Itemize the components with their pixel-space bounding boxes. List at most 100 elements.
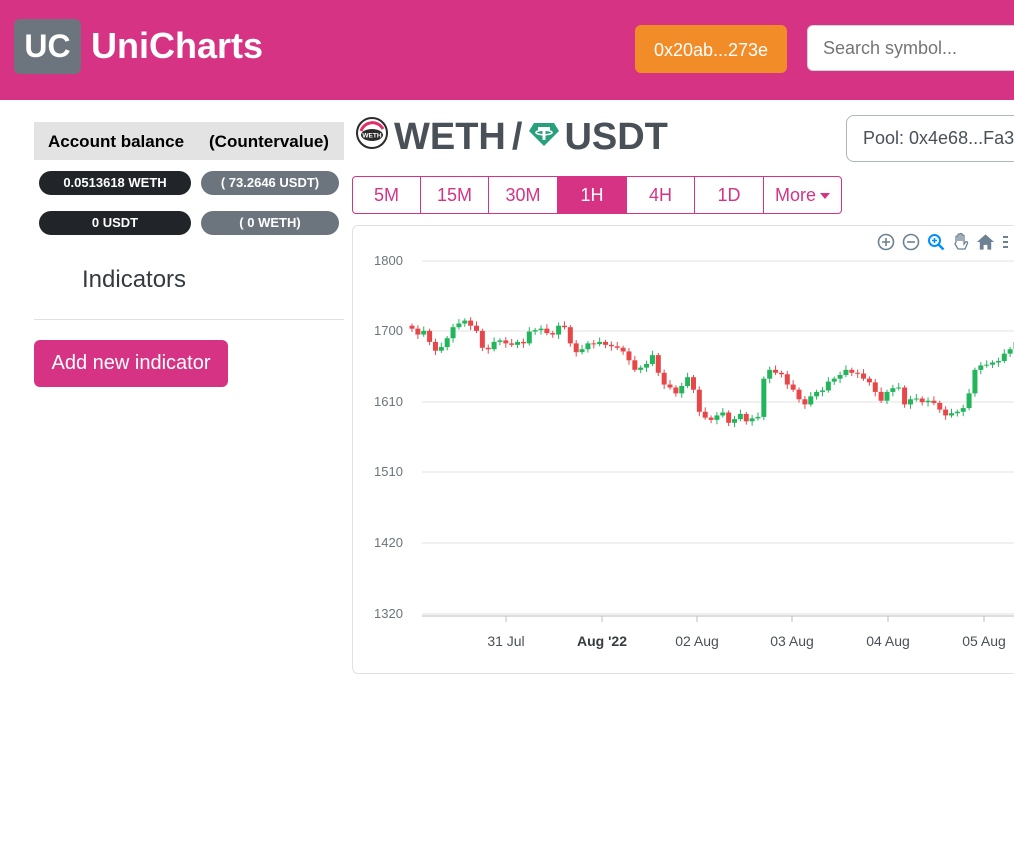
candle-body — [990, 362, 996, 365]
candle-body — [837, 374, 843, 379]
candle-body — [597, 341, 603, 345]
candle-body — [556, 325, 562, 335]
candle-body — [773, 369, 779, 373]
candle-body — [649, 355, 655, 364]
candle-body — [954, 411, 960, 414]
x-tick-label: 02 Aug — [675, 633, 719, 649]
candle-body — [884, 391, 890, 401]
timeframe-4h[interactable]: 4H — [626, 176, 695, 214]
candle-body — [538, 328, 544, 331]
candle-body — [720, 412, 726, 416]
candle-body — [567, 327, 573, 344]
x-tick-label: 04 Aug — [866, 633, 910, 649]
candle-body — [585, 343, 591, 350]
account-balance-header: Account balance — [48, 132, 185, 151]
candle-body — [849, 369, 855, 373]
candle-body — [444, 338, 450, 348]
weth-balance-badge: 0.0513618 WETH — [39, 171, 191, 195]
candle-body — [526, 331, 532, 344]
tether-coin-icon — [528, 116, 560, 159]
candle-body — [743, 413, 749, 422]
candle-body — [1007, 349, 1013, 354]
candle-body — [861, 373, 867, 379]
timeframe-5m[interactable]: 5M — [352, 176, 421, 214]
candle-body — [902, 387, 908, 405]
timeframe-1d[interactable]: 1D — [694, 176, 764, 214]
candle-body — [679, 386, 685, 394]
candle-body — [474, 325, 480, 331]
candle-body — [696, 389, 702, 412]
candle-body — [937, 402, 943, 410]
candle-body — [755, 416, 761, 419]
timeframe-30m[interactable]: 30M — [488, 176, 558, 214]
timeframe-more-dropdown[interactable]: More — [763, 176, 842, 214]
app-logo[interactable]: UC — [14, 19, 81, 74]
candle-body — [925, 400, 931, 403]
y-tick-label: 1320 — [374, 606, 403, 621]
wallet-address-button[interactable]: 0x20ab...273e — [635, 25, 787, 73]
x-tick-label: Aug '22 — [577, 633, 627, 649]
candle-body — [450, 327, 456, 339]
candle-body — [808, 396, 814, 405]
zoom-out-icon[interactable] — [901, 232, 920, 252]
candle-body — [1001, 353, 1007, 362]
candle-body — [913, 398, 919, 400]
x-tick-label: 03 Aug — [770, 633, 814, 649]
zoom-selection-icon[interactable] — [926, 232, 945, 252]
candle-body — [984, 364, 990, 366]
candle-body — [626, 351, 632, 361]
y-tick-label: 1510 — [374, 464, 403, 479]
candle-body — [614, 346, 620, 348]
candle-body — [591, 343, 597, 345]
timeframe-1h[interactable]: 1H — [557, 176, 627, 214]
candle-body — [485, 347, 491, 350]
candle-body — [931, 400, 937, 403]
pan-hand-icon[interactable] — [951, 232, 970, 252]
candle-body — [790, 384, 796, 390]
brand-name[interactable]: UniCharts — [91, 25, 264, 66]
add-indicator-button[interactable]: Add new indicator — [34, 340, 228, 387]
candle-body — [948, 413, 954, 416]
y-tick-label: 1700 — [374, 323, 403, 338]
candlestick-chart[interactable]: 1800 1700 1610 1510 1420 1320 31 Jul Aug '22 02 … — [352, 225, 1014, 674]
usdt-countervalue-badge: ( 0 WETH) — [201, 211, 339, 235]
x-tick-label: 31 Jul — [487, 633, 524, 649]
zoom-in-icon[interactable] — [876, 232, 895, 252]
candle-body — [497, 340, 503, 342]
candle-body — [802, 399, 808, 405]
candle-body — [479, 330, 485, 348]
x-tick-label: 05 Aug — [962, 633, 1006, 649]
y-tick-label: 1800 — [374, 253, 403, 268]
home-reset-icon[interactable] — [976, 232, 995, 252]
caret-down-icon — [820, 193, 830, 200]
candle-body — [673, 387, 679, 394]
candle-body — [872, 382, 878, 392]
candle-body — [978, 365, 984, 370]
svg-text:WETH: WETH — [362, 132, 381, 139]
candle-body — [819, 390, 825, 392]
divider — [34, 319, 344, 320]
candle-body — [726, 412, 732, 423]
candle-body — [843, 369, 849, 375]
candle-body — [462, 320, 468, 324]
candle-body — [831, 378, 837, 382]
pool-address-field[interactable]: Pool: 0x4e68...Fa3 — [846, 115, 1014, 162]
candle-body — [421, 330, 427, 335]
timeframe-15m[interactable]: 15M — [420, 176, 489, 214]
candle-body — [972, 369, 978, 394]
candle-body — [409, 325, 415, 329]
candle-body — [456, 323, 462, 328]
candle-body — [796, 389, 802, 400]
symbol-search-input[interactable] — [807, 25, 1014, 71]
candle-body — [767, 369, 773, 379]
candle-body — [737, 413, 743, 420]
indicators-title: Indicators — [82, 266, 187, 293]
candle-body — [732, 419, 738, 423]
top-navbar: UC UniCharts 0x20ab...273e — [0, 0, 1014, 100]
quote-symbol: USDT — [564, 115, 668, 158]
candle-body — [427, 330, 433, 342]
menu-icon[interactable] — [1001, 232, 1009, 252]
candle-body — [890, 388, 896, 392]
candle-body — [432, 341, 438, 351]
weth-coin-icon: WETH — [356, 116, 388, 159]
